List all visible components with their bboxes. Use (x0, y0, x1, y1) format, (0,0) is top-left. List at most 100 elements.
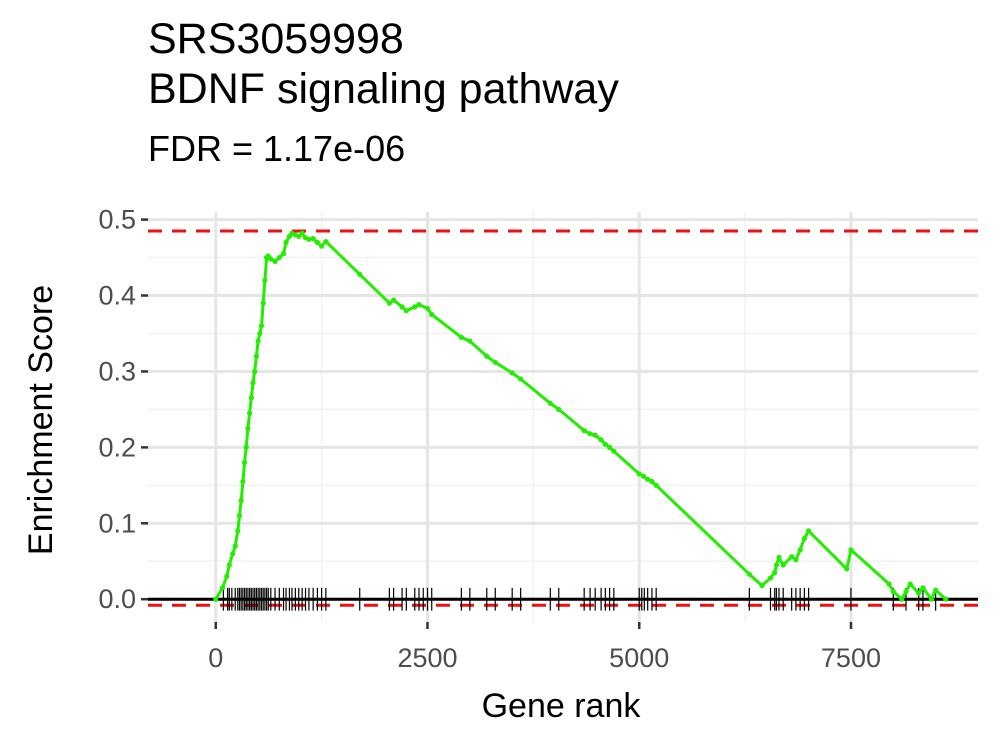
es-point (773, 562, 780, 568)
es-point (581, 428, 587, 434)
es-point (767, 575, 774, 581)
es-point (587, 431, 593, 437)
x-tick-label: 5000 (609, 643, 669, 673)
es-point (780, 562, 786, 568)
plot-title: SRS3059998 (148, 15, 404, 63)
es-point (640, 473, 647, 479)
es-point (230, 551, 236, 557)
gene-rug (222, 587, 937, 611)
es-point (260, 300, 266, 306)
es-point (258, 323, 265, 329)
es-point (245, 425, 251, 431)
x-axis-title: Gene rank (482, 687, 642, 725)
plot-titles: SRS3059998 BDNF signaling pathway FDR = … (148, 14, 619, 170)
es-point (844, 566, 850, 572)
x-tick-label: 2500 (397, 643, 457, 673)
es-point (247, 410, 253, 416)
es-point (789, 554, 795, 560)
es-point (257, 330, 263, 337)
es-point (429, 311, 435, 318)
es-point (776, 554, 782, 561)
es-point (296, 233, 302, 239)
es-point (890, 589, 896, 595)
es-point (391, 297, 397, 303)
es-point (759, 582, 765, 589)
es-point (272, 258, 278, 264)
es-point (556, 406, 562, 413)
grid-layer (148, 212, 978, 622)
es-point (276, 254, 282, 261)
es-point (268, 256, 274, 262)
es-point (920, 585, 926, 591)
plot-subtitle: FDR = 1.17e-06 (148, 128, 406, 169)
y-tick-label: 0.1 (98, 508, 136, 538)
es-point (250, 380, 256, 386)
x-tick-label: 0 (208, 643, 223, 673)
es-point (848, 547, 854, 553)
es-point (323, 239, 329, 245)
es-point (899, 596, 905, 602)
es-point (240, 478, 246, 485)
es-point (916, 590, 922, 596)
es-point (399, 304, 405, 310)
es-point (518, 376, 524, 382)
es-point (801, 535, 807, 542)
es-point (213, 596, 219, 602)
es-point (907, 581, 913, 587)
es-point (219, 585, 226, 591)
es-curve (213, 230, 949, 602)
es-point (224, 573, 230, 580)
es-point (649, 478, 655, 485)
es-point (636, 471, 642, 477)
y-tick-label: 0.3 (98, 356, 136, 386)
reference-lines (148, 229, 978, 607)
es-point (357, 271, 363, 277)
es-point (253, 353, 260, 359)
es-point (235, 528, 241, 534)
es-point (886, 581, 892, 587)
axes: 0 2500 5000 7500 0.0 0.1 0.2 0.3 0.4 0.5 (98, 205, 881, 673)
es-point (412, 304, 418, 310)
es-point (236, 513, 243, 519)
es-point (806, 528, 812, 534)
es-point (606, 444, 613, 450)
es-point (248, 395, 254, 401)
es-point (252, 368, 258, 375)
es-point (653, 482, 659, 488)
es-point (314, 239, 320, 245)
es-point (283, 239, 289, 245)
es-point (509, 370, 515, 376)
es-point (797, 547, 803, 553)
es-point (793, 557, 799, 563)
x-tick-label: 7500 (821, 643, 881, 673)
es-point (255, 338, 261, 344)
y-tick-label: 0.0 (98, 584, 136, 614)
es-point (306, 236, 312, 242)
plot-title-line2: BDNF signaling pathway (148, 65, 619, 113)
es-point (484, 353, 490, 359)
es-point (319, 243, 325, 249)
es-point (903, 589, 909, 595)
es-point (241, 459, 248, 466)
es-point (232, 543, 238, 549)
es-point (492, 359, 498, 365)
es-point (458, 334, 464, 340)
es-point (416, 302, 422, 308)
es-point (933, 587, 939, 593)
es-line (214, 231, 947, 601)
es-point (592, 432, 598, 438)
es-point (424, 305, 431, 312)
es-point (243, 444, 249, 450)
es-point (386, 300, 392, 306)
es-point (280, 251, 287, 257)
es-point (299, 230, 305, 236)
es-point (310, 235, 316, 242)
es-point (928, 596, 935, 602)
es-point (547, 400, 553, 406)
es-point (943, 596, 949, 602)
es-point (645, 476, 651, 482)
es-point (611, 448, 617, 454)
es-point (238, 497, 244, 504)
y-tick-label: 0.4 (98, 281, 136, 311)
